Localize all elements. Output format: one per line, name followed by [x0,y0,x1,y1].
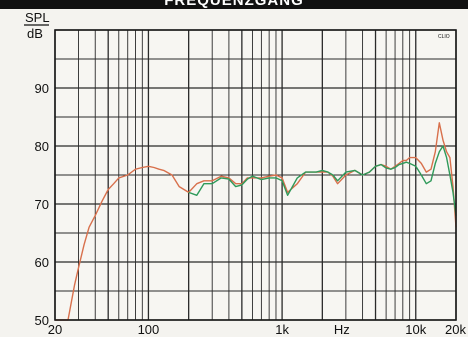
x-tick-label: 20k [445,322,466,337]
x-tick-label: 1k [275,322,289,337]
y-tick-label: 50 [35,313,49,328]
x-tick-label: 100 [138,322,160,337]
series-line-red [55,122,457,321]
chart-title: FREQUENZGANG [164,0,304,9]
plot-border [54,29,457,321]
x-tick-label: 10k [405,322,426,337]
y-axis-unit-label: SPL dB [24,10,50,41]
series-layer [55,122,457,321]
grid-minor [55,30,456,320]
y-axis-label-spl: SPL [25,10,50,25]
y-tick-label: 90 [35,81,49,96]
header-band: FREQUENZGANG [0,0,468,9]
y-tick-label: 70 [35,197,49,212]
series-line-green [188,145,457,216]
y-tick-label: 60 [35,255,49,270]
y-axis-label-db: dB [27,26,43,41]
x-tick-label: Hz [334,322,350,337]
corner-label: CLIO [438,34,450,40]
x-tick-label: 20 [48,322,62,337]
x-tick-labels: 20 100 1k Hz 10k 20k [48,322,467,337]
y-tick-labels: 50 60 70 80 90 [35,81,49,328]
y-tick-label: 80 [35,139,49,154]
